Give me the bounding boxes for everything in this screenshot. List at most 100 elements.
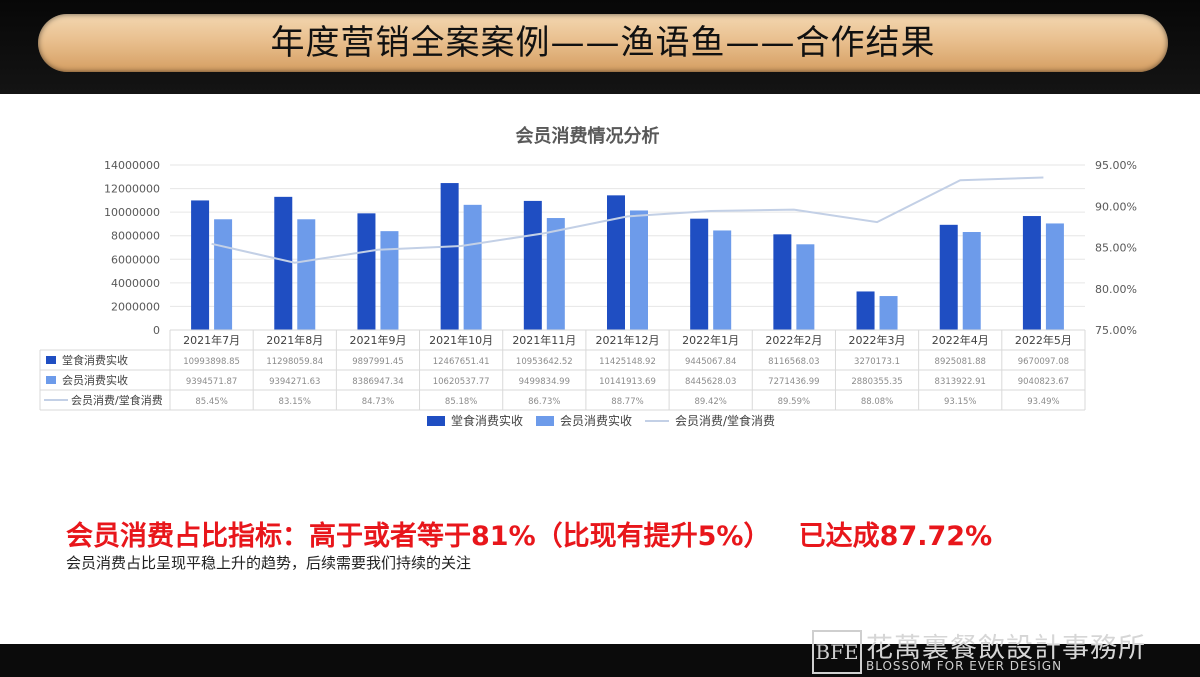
metric-statement: 会员消费占比指标：高于或者等于81%（比现有提升5%） 已达成87.72% bbox=[66, 521, 993, 552]
y2-tick-label: 75.00% bbox=[1095, 324, 1137, 337]
x-tick-label: 2021年11月 bbox=[512, 333, 576, 347]
brand-logo: BFE bbox=[812, 630, 862, 674]
y2-tick-label: 90.00% bbox=[1095, 200, 1137, 213]
x-tick-label: 2022年5月 bbox=[1015, 333, 1072, 347]
bar-member bbox=[380, 231, 399, 330]
y2-tick-label: 95.00% bbox=[1095, 159, 1137, 172]
table-series-name: 会员消费实收 bbox=[62, 373, 128, 387]
legend-label: 会员消费实收 bbox=[560, 413, 632, 428]
table-cell: 9670097.08 bbox=[1018, 357, 1069, 367]
table-cell: 84.73% bbox=[362, 397, 394, 407]
bar-member bbox=[630, 210, 648, 330]
bar-member bbox=[879, 296, 898, 330]
y-tick-label: 4000000 bbox=[111, 277, 160, 290]
table-cell: 11298059.84 bbox=[266, 357, 323, 367]
table-cell: 9394271.63 bbox=[269, 377, 320, 387]
x-tick-label: 2022年1月 bbox=[682, 333, 739, 347]
y2-tick-label: 80.00% bbox=[1095, 283, 1137, 296]
table-series-name: 会员消费/堂食消费 bbox=[71, 393, 163, 407]
table-cell: 10141913.69 bbox=[599, 377, 656, 387]
bar-dine-in bbox=[607, 195, 625, 330]
y-tick-label: 12000000 bbox=[104, 183, 160, 196]
bar-member bbox=[297, 219, 316, 330]
table-cell: 88.08% bbox=[861, 397, 893, 407]
table-series-name: 堂食消费实收 bbox=[62, 353, 128, 367]
x-tick-label: 2021年8月 bbox=[266, 333, 323, 347]
table-cell: 9445067.84 bbox=[685, 357, 736, 367]
slide-content: 会员消费情况分析 0 2000000 4000000 6000000 8000000 100… bbox=[0, 94, 1200, 644]
table-cell: 7271436.99 bbox=[768, 377, 819, 387]
table-cell: 83.15% bbox=[279, 397, 311, 407]
bar-dine-in bbox=[440, 183, 459, 330]
table-cell: 10620537.77 bbox=[433, 377, 490, 387]
y-tick-label: 2000000 bbox=[111, 300, 160, 313]
bar-dine-in bbox=[523, 200, 542, 330]
x-tick-label: 2022年3月 bbox=[849, 333, 906, 347]
x-tick-label: 2021年9月 bbox=[349, 333, 406, 347]
chart-title: 会员消费情况分析 bbox=[516, 125, 660, 147]
trend-note: 会员消费占比呈现平稳上升的趋势，后续需要我们持续的关注 bbox=[66, 554, 472, 572]
bar-member bbox=[463, 204, 482, 330]
x-tick-label: 2021年12月 bbox=[596, 333, 660, 347]
brand-name-en: BLOSSOM FOR EVER DESIGN bbox=[866, 659, 1063, 673]
table-cell: 11425148.92 bbox=[599, 357, 656, 367]
bar-dine-in bbox=[856, 291, 875, 330]
table-cell: 8386947.34 bbox=[352, 377, 403, 387]
y-tick-label: 0 bbox=[153, 324, 160, 337]
bar-member bbox=[962, 232, 981, 330]
bar-member bbox=[546, 218, 565, 330]
bar-member bbox=[796, 244, 815, 330]
bar-member bbox=[1045, 223, 1064, 330]
table-cell: 3270173.1 bbox=[854, 357, 900, 367]
bar-dine-in bbox=[773, 234, 792, 330]
table-cell: 9499834.99 bbox=[519, 377, 570, 387]
bar-dine-in bbox=[690, 218, 709, 330]
table-cell: 89.42% bbox=[694, 397, 726, 407]
bar-dine-in bbox=[274, 196, 293, 330]
x-tick-label: 2022年2月 bbox=[765, 333, 822, 347]
y2-tick-label: 85.00% bbox=[1095, 242, 1137, 255]
legend-key bbox=[427, 416, 445, 426]
table-cell: 86.73% bbox=[528, 397, 560, 407]
table-cell: 8925081.88 bbox=[935, 357, 986, 367]
legend-key bbox=[536, 416, 554, 426]
footer-bar bbox=[0, 644, 1200, 677]
title-banner: 年度营销全案案例——渔语鱼——合作结果 bbox=[38, 14, 1168, 72]
table-cell: 93.49% bbox=[1027, 397, 1059, 407]
table-cell: 12467651.41 bbox=[433, 357, 490, 367]
bar-dine-in bbox=[357, 213, 376, 330]
table-cell: 9897991.45 bbox=[352, 357, 403, 367]
bar-dine-in bbox=[191, 200, 210, 330]
table-cell: 9394571.87 bbox=[186, 377, 237, 387]
table-legend-key bbox=[46, 356, 56, 364]
member-consumption-chart: 会员消费情况分析 0 2000000 4000000 6000000 8000000 100… bbox=[39, 125, 1137, 428]
bar-dine-in bbox=[1022, 216, 1041, 330]
table-cell: 8116568.03 bbox=[768, 357, 819, 367]
bar-dine-in bbox=[939, 224, 958, 330]
y-tick-label: 6000000 bbox=[111, 253, 160, 266]
legend-label: 堂食消费实收 bbox=[451, 413, 523, 428]
x-tick-label: 2022年4月 bbox=[932, 333, 989, 347]
table-legend-key bbox=[46, 376, 56, 384]
table-cell: 89.59% bbox=[778, 397, 810, 407]
y-tick-label: 10000000 bbox=[104, 206, 160, 219]
x-tick-label: 2021年7月 bbox=[183, 333, 240, 347]
table-cell: 2880355.35 bbox=[851, 377, 902, 387]
table-cell: 88.77% bbox=[611, 397, 643, 407]
table-cell: 10953642.52 bbox=[516, 357, 573, 367]
table-cell: 8445628.03 bbox=[685, 377, 736, 387]
ratio-line bbox=[211, 176, 1044, 264]
table-cell: 8313922.91 bbox=[935, 377, 986, 387]
y-tick-label: 8000000 bbox=[111, 230, 160, 243]
table-cell: 85.45% bbox=[195, 397, 227, 407]
page-title: 年度营销全案案例——渔语鱼——合作结果 bbox=[270, 23, 936, 63]
table-cell: 10993898.85 bbox=[183, 357, 240, 367]
x-tick-label: 2021年10月 bbox=[429, 333, 493, 347]
table-cell: 9040823.67 bbox=[1018, 377, 1069, 387]
bar-member bbox=[214, 219, 233, 330]
table-cell: 93.15% bbox=[944, 397, 976, 407]
table-cell: 85.18% bbox=[445, 397, 477, 407]
bar-member bbox=[713, 230, 732, 330]
y-tick-label: 14000000 bbox=[104, 159, 160, 172]
legend-label: 会员消费/堂食消费 bbox=[675, 413, 775, 428]
